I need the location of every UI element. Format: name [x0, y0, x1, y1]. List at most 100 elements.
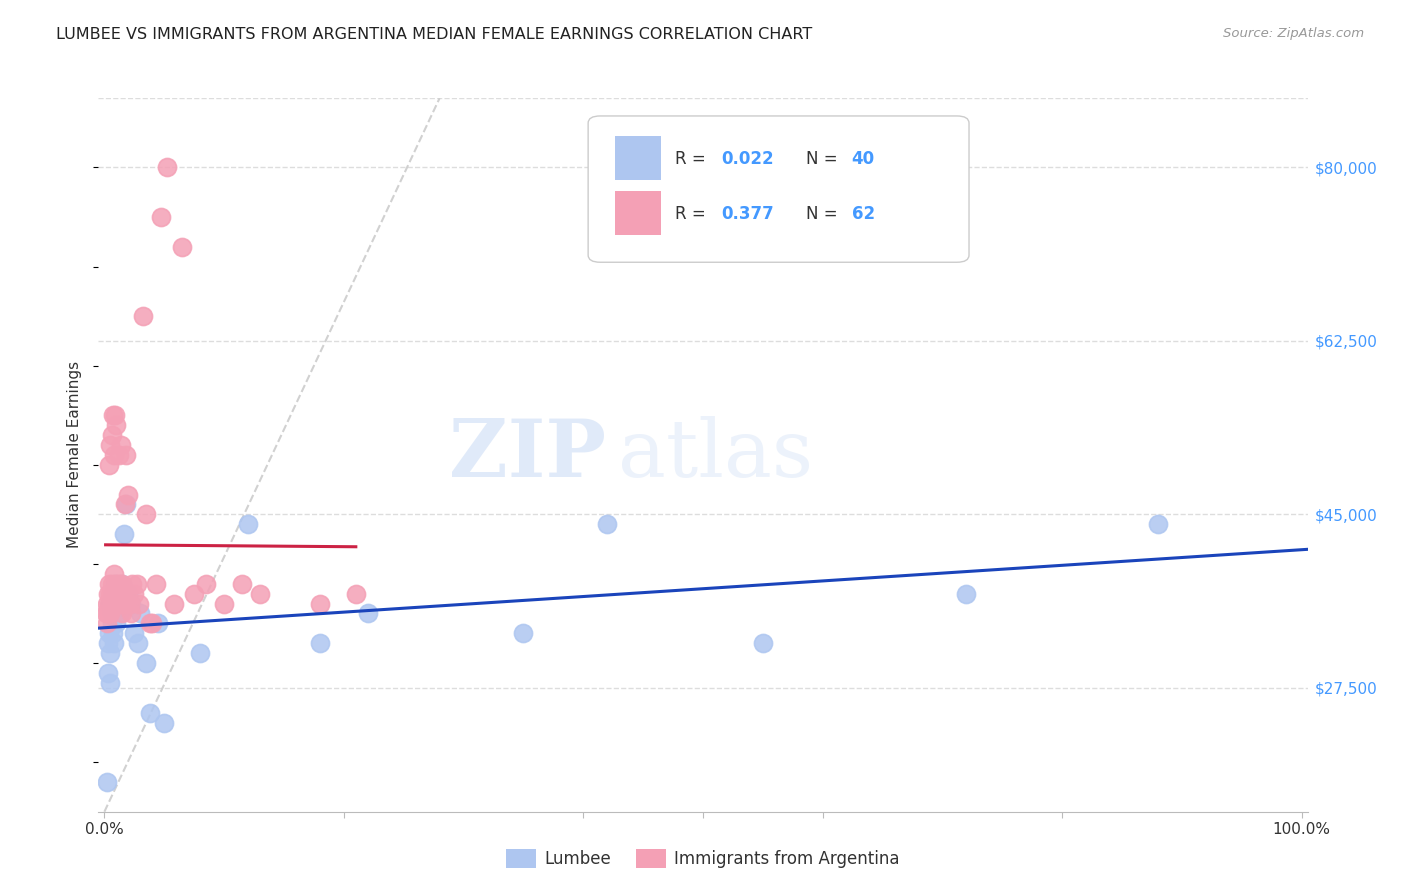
Text: 0.022: 0.022	[721, 150, 773, 168]
Text: N =: N =	[806, 150, 842, 168]
Point	[98, 576, 121, 591]
Point	[114, 498, 136, 512]
Point	[96, 775, 118, 789]
Point	[101, 587, 124, 601]
FancyBboxPatch shape	[614, 136, 661, 180]
Point	[105, 418, 128, 433]
Point	[104, 409, 127, 423]
Point	[107, 587, 129, 601]
Point	[111, 607, 134, 621]
Text: R =: R =	[675, 205, 711, 223]
Point	[188, 646, 211, 660]
Point	[596, 517, 619, 532]
Point	[100, 597, 122, 611]
Point	[101, 626, 124, 640]
Text: ZIP: ZIP	[450, 416, 606, 494]
Point	[156, 161, 179, 175]
Point	[112, 527, 135, 541]
Text: 0.377: 0.377	[721, 205, 773, 223]
Point	[104, 587, 127, 601]
Point	[110, 438, 132, 452]
Point	[98, 458, 121, 472]
Point	[100, 438, 122, 452]
Legend: Lumbee, Immigrants from Argentina: Lumbee, Immigrants from Argentina	[499, 842, 907, 875]
Point	[231, 576, 253, 591]
Point	[118, 597, 141, 611]
Point	[127, 636, 149, 650]
Point	[139, 616, 162, 631]
Point	[94, 607, 117, 621]
Point	[100, 428, 122, 442]
Point	[104, 597, 127, 611]
Point	[236, 517, 259, 532]
Point	[103, 597, 125, 611]
Y-axis label: Median Female Earnings: Median Female Earnings	[67, 361, 83, 549]
Point	[512, 626, 534, 640]
Text: Source: ZipAtlas.com: Source: ZipAtlas.com	[1223, 27, 1364, 40]
Point	[103, 566, 125, 581]
Point	[107, 587, 129, 601]
Point	[101, 409, 124, 423]
Point	[132, 309, 155, 323]
Point	[103, 636, 125, 650]
Point	[135, 656, 157, 670]
Point	[107, 576, 129, 591]
Point	[104, 576, 127, 591]
Point	[115, 448, 138, 462]
Point	[103, 448, 125, 462]
Point	[101, 587, 124, 601]
Point	[120, 607, 142, 621]
Point	[212, 597, 235, 611]
Point	[121, 576, 143, 591]
Point	[249, 587, 271, 601]
Point	[97, 607, 120, 621]
Point	[115, 587, 138, 601]
Point	[145, 576, 167, 591]
Point	[108, 597, 131, 611]
Point	[344, 587, 367, 601]
Point	[124, 626, 146, 640]
Point	[115, 498, 138, 512]
Point	[752, 636, 775, 650]
Point	[172, 240, 194, 254]
Point	[124, 587, 146, 601]
Text: atlas: atlas	[619, 416, 814, 494]
Point	[1147, 517, 1170, 532]
Point	[129, 607, 152, 621]
Point	[149, 210, 172, 224]
Point	[100, 676, 122, 690]
Point	[309, 597, 332, 611]
Point	[135, 508, 157, 522]
Text: LUMBEE VS IMMIGRANTS FROM ARGENTINA MEDIAN FEMALE EARNINGS CORRELATION CHART: LUMBEE VS IMMIGRANTS FROM ARGENTINA MEDI…	[56, 27, 813, 42]
Point	[96, 616, 118, 631]
Point	[117, 587, 139, 601]
Point	[357, 607, 380, 621]
Text: 40: 40	[852, 150, 875, 168]
Point	[107, 597, 129, 611]
Point	[100, 576, 122, 591]
Point	[97, 587, 120, 601]
Point	[139, 706, 162, 720]
FancyBboxPatch shape	[614, 191, 661, 235]
Point	[100, 597, 122, 611]
Point	[107, 597, 129, 611]
Point	[96, 597, 118, 611]
Point	[101, 597, 124, 611]
Point	[98, 597, 121, 611]
Point	[141, 616, 163, 631]
Point	[112, 597, 135, 611]
Point	[97, 665, 120, 680]
Text: N =: N =	[806, 205, 842, 223]
Point	[100, 607, 122, 621]
Point	[107, 448, 129, 462]
Point	[108, 607, 131, 621]
FancyBboxPatch shape	[588, 116, 969, 262]
Point	[128, 597, 150, 611]
Point	[309, 636, 332, 650]
Point	[105, 597, 128, 611]
Point	[104, 607, 127, 621]
Point	[111, 576, 134, 591]
Point	[100, 587, 122, 601]
Point	[117, 487, 139, 501]
Point	[105, 576, 128, 591]
